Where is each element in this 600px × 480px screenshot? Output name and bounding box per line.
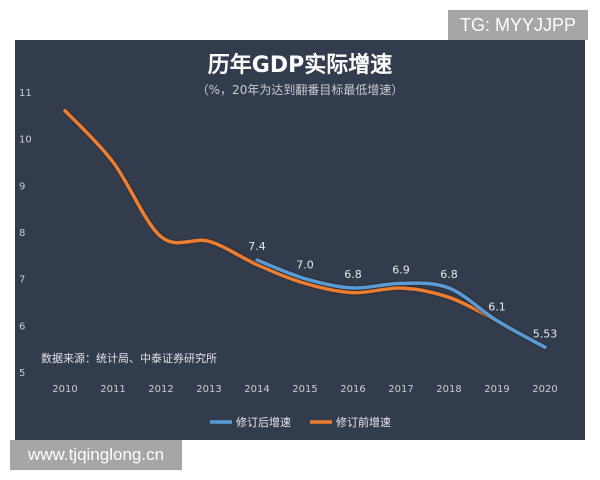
- data-label: 7.4: [248, 240, 266, 253]
- x-tick-label: 2013: [196, 384, 221, 395]
- y-tick-label: 6: [19, 321, 25, 332]
- x-tick-label: 2019: [484, 384, 509, 395]
- x-tick-label: 2020: [532, 384, 557, 395]
- data-label: 5.53: [533, 327, 558, 340]
- legend-label: 修订后增速: [236, 415, 291, 429]
- watermark-bottom: www.tjqinglong.cn: [10, 440, 182, 470]
- data-label: 6.9: [392, 263, 410, 276]
- source-note: 数据来源：统计局、中泰证券研究所: [41, 351, 217, 365]
- y-tick-label: 5: [19, 368, 25, 379]
- y-tick-label: 8: [19, 228, 25, 239]
- y-tick-label: 11: [19, 88, 32, 99]
- gdp-growth-chart: 历年GDP实际增速 （%，20年为达到翻番目标最低增速） 5 6 7 8 9 10 11 2010…: [19, 52, 558, 429]
- series-line-修订前增速: [63, 108, 499, 323]
- y-tick-label: 9: [19, 181, 25, 192]
- chart-title: 历年GDP实际增速: [208, 52, 392, 78]
- series-shadow: [62, 107, 500, 324]
- data-label: 6.1: [488, 301, 506, 314]
- data-label: 7.0: [296, 259, 314, 272]
- x-tick-label: 2012: [148, 384, 173, 395]
- x-tick-label: 2018: [436, 384, 461, 395]
- x-tick-label: 2017: [388, 384, 413, 395]
- legend-label: 修订前增速: [336, 415, 391, 429]
- x-tick-label: 2014: [244, 384, 269, 395]
- x-tick-label: 2015: [292, 384, 317, 395]
- x-tick-label: 2016: [340, 384, 365, 395]
- y-tick-label: 10: [19, 135, 32, 146]
- x-tick-label: 2010: [52, 384, 77, 395]
- chart-panel: 历年GDP实际增速 （%，20年为达到翻番目标最低增速） 5 6 7 8 9 10 11 2010…: [15, 40, 585, 440]
- chart-subtitle: （%，20年为达到翻番目标最低增速）: [197, 83, 404, 97]
- x-tick-label: 2011: [100, 384, 125, 395]
- watermark-top: TG: MYYJJPP: [448, 10, 588, 40]
- y-tick-label: 7: [19, 275, 25, 286]
- data-label: 6.8: [440, 268, 458, 281]
- data-label: 6.8: [344, 268, 362, 281]
